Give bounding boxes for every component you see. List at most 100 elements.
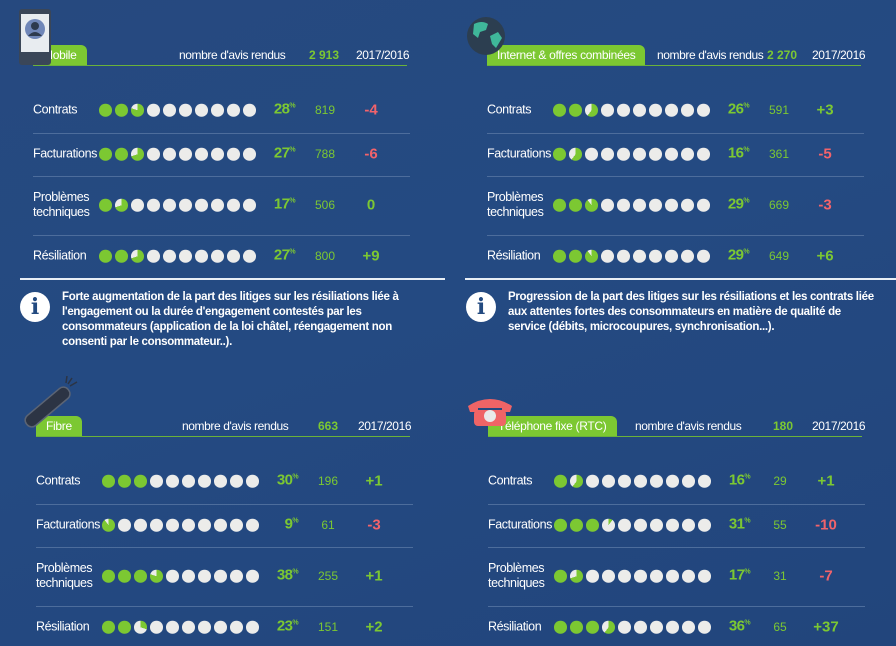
total-count: 663 — [318, 419, 339, 433]
gauge-dot — [131, 249, 144, 263]
dot-gauge — [99, 103, 256, 117]
gauge-dot — [698, 518, 711, 532]
percent-value: 26% — [721, 101, 750, 118]
gauge-dot — [115, 103, 128, 117]
gauge-dot — [697, 147, 710, 161]
row-label: Contrats — [488, 473, 533, 488]
gauge-dot — [585, 147, 598, 161]
gauge-dot — [617, 249, 630, 263]
dot-gauge — [553, 249, 710, 263]
opinion-count: 31 — [773, 569, 787, 583]
gauge-dot — [617, 198, 630, 212]
gauge-dot — [230, 620, 243, 634]
opinion-count: 819 — [314, 103, 336, 117]
gauge-dot — [99, 103, 112, 117]
percent-value: 16% — [722, 471, 751, 489]
gauge-dot — [182, 518, 195, 532]
row-separator — [487, 176, 864, 177]
gauge-dot — [115, 249, 128, 263]
gauge-dot — [182, 620, 195, 634]
gauge-dot — [118, 620, 131, 634]
gauge-dot — [214, 569, 227, 583]
opinion-count: 361 — [768, 147, 790, 161]
category-panel: Fibre nombre d'avis rendus 663 2017/2016 Con… — [3, 371, 443, 646]
year-comparison-label: 2017/2016 — [358, 419, 412, 433]
dot-gauge — [99, 147, 256, 161]
year-delta: -4 — [364, 101, 378, 119]
year-delta: 0 — [366, 196, 376, 214]
gauge-dot — [666, 474, 679, 488]
total-count: 2 270 — [767, 48, 798, 62]
opinion-count: 65 — [773, 620, 787, 634]
category-title-tab: Téléphone fixe (RTC) — [488, 416, 617, 436]
gauge-dot — [586, 518, 599, 532]
opinion-count: 55 — [773, 518, 787, 532]
row-label: Problèmes techniques — [488, 561, 545, 590]
percent-sign: % — [292, 568, 298, 576]
year-delta: -6 — [364, 145, 378, 163]
opinion-count: 29 — [773, 474, 787, 488]
table-row: Facturations 9% 61 -3 — [36, 510, 413, 540]
gauge-dot — [246, 569, 259, 583]
gauge-dot — [666, 518, 679, 532]
gauge-dot — [569, 147, 582, 161]
row-separator — [33, 176, 410, 177]
gauge-dot — [163, 147, 176, 161]
gauge-dot — [115, 147, 128, 161]
gauge-dot — [134, 620, 147, 634]
row-separator — [488, 606, 865, 607]
percent-sign: % — [292, 473, 298, 481]
row-separator — [36, 504, 413, 505]
opinion-count: 151 — [317, 620, 339, 634]
percent-sign: % — [289, 197, 295, 205]
row-label: Résiliation — [36, 619, 90, 634]
dot-gauge — [554, 518, 711, 532]
year-delta: -3 — [818, 196, 832, 214]
percent-value: 23% — [270, 618, 299, 635]
gauge-dot — [666, 569, 679, 583]
percent-sign: % — [292, 517, 298, 525]
table-row: Contrats 28% 819 -4 — [33, 95, 410, 125]
row-separator — [33, 133, 410, 134]
gauge-dot — [601, 249, 614, 263]
year-comparison-label: 2017/2016 — [812, 48, 866, 62]
gauge-dot — [698, 474, 711, 488]
gauge-dot — [586, 569, 599, 583]
gauge-dot — [650, 620, 663, 634]
percent-value: 17% — [722, 567, 751, 584]
dot-gauge — [102, 474, 259, 488]
gauge-dot — [553, 249, 566, 263]
row-label: Facturations — [487, 146, 551, 161]
gauge-dot — [697, 198, 710, 212]
dot-gauge — [554, 569, 711, 583]
gauge-dot — [198, 518, 211, 532]
category-panel: Téléphone fixe (RTC) nombre d'avis rendus… — [455, 371, 895, 646]
gauge-dot — [198, 474, 211, 488]
gauge-dot — [118, 569, 131, 583]
gauge-dot — [618, 518, 631, 532]
gauge-dot — [227, 249, 240, 263]
percent-number: 36 — [728, 617, 745, 635]
panel-header: Internet & offres combinées nombre d'avis… — [487, 45, 866, 66]
percent-value: 30% — [270, 472, 299, 489]
gauge-dot — [585, 103, 598, 117]
count-column-label: nombre d'avis rendus — [657, 48, 764, 62]
percent-value: 27% — [267, 247, 296, 264]
table-row: Résiliation 27% 800 +9 — [33, 241, 410, 271]
percent-value: 28% — [267, 101, 296, 118]
globe-icon — [467, 17, 505, 55]
gauge-dot — [179, 198, 192, 212]
gauge-dot — [134, 518, 147, 532]
opinion-count: 591 — [768, 103, 790, 117]
gauge-dot — [682, 569, 695, 583]
percent-number: 16 — [728, 471, 745, 489]
gauge-dot — [553, 147, 566, 161]
row-separator — [488, 504, 865, 505]
panel-header: Mobile nombre d'avis rendus 2 913 2017/2016 — [33, 45, 410, 66]
gauge-dot — [681, 103, 694, 117]
gauge-dot — [131, 147, 144, 161]
gauge-dot — [246, 518, 259, 532]
gauge-dot — [102, 569, 115, 583]
opinion-count: 506 — [314, 198, 336, 212]
year-delta: +6 — [816, 247, 834, 265]
